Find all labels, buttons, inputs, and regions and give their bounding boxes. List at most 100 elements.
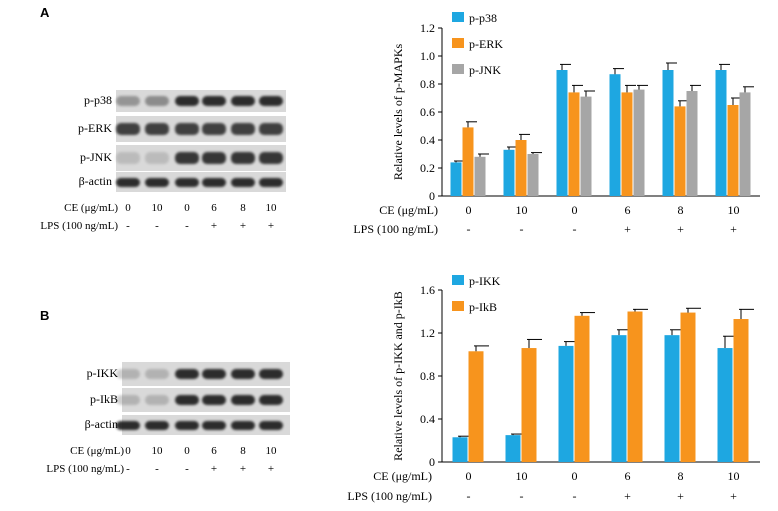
lps-label: LPS (100 ng/mL)	[46, 463, 124, 475]
blot-band	[202, 123, 226, 135]
lps-value: -	[520, 222, 524, 236]
lps-value: -	[573, 489, 577, 503]
ce-value: 0	[184, 445, 190, 457]
ce-value: 10	[151, 445, 163, 457]
y-tick-label: 0.4	[420, 133, 435, 147]
legend-label: p-IKK	[469, 274, 501, 288]
lps-value: +	[239, 220, 247, 232]
y-tick-label: 0.8	[420, 77, 435, 91]
y-tick-label: 0	[429, 189, 435, 203]
blot-band	[175, 177, 199, 187]
x-tick-label: 10	[728, 469, 740, 483]
blot-band	[231, 420, 255, 430]
blot-band	[259, 177, 283, 187]
blot-band	[202, 420, 226, 430]
lps-value: -	[185, 463, 189, 475]
bar-p-JNK	[633, 89, 645, 196]
blot-band	[202, 177, 226, 187]
blot-band	[259, 368, 283, 380]
lps-value: +	[730, 222, 737, 236]
bar-p-IkB	[468, 351, 484, 462]
lps-value: +	[267, 220, 275, 232]
x-tick-label: 8	[678, 469, 684, 483]
lps-value: +	[267, 463, 275, 475]
lps-value: -	[155, 463, 159, 475]
blot-band	[116, 152, 140, 164]
blot-band	[202, 96, 226, 106]
bar-p-IkB	[521, 348, 537, 462]
bar-p-IkB	[680, 312, 696, 462]
blot-band	[202, 368, 226, 380]
blot-band	[175, 420, 199, 430]
y-tick-label: 0	[429, 455, 435, 469]
x-tick-label: 10	[728, 203, 740, 217]
lps-value: +	[239, 463, 247, 475]
x-tick-label: 0	[572, 469, 578, 483]
blot-label: p-IKK	[86, 366, 118, 380]
ce-value: 0	[125, 202, 131, 214]
chart-p-mapks: 0 0.2 0.4 0.6 0.8 1.0 1.2 Relative levels of p-…	[353, 11, 760, 236]
legend-label: p-JNK	[469, 63, 501, 77]
bar-p-ERK	[674, 106, 686, 196]
lps-value: +	[677, 222, 684, 236]
bar-p-IKK	[505, 435, 521, 462]
blot-band	[116, 420, 140, 430]
lps-value: -	[467, 222, 471, 236]
blot-band	[175, 96, 199, 106]
bar-p-p38	[662, 70, 674, 196]
blot-band	[259, 394, 283, 406]
ce-value: 6	[211, 445, 217, 457]
lps-value: -	[126, 463, 130, 475]
legend-label: p-p38	[469, 11, 497, 25]
bar-p-p38	[609, 74, 621, 196]
y-tick-label: 0.6	[420, 105, 435, 119]
blot-band	[231, 152, 255, 164]
blot-strip	[116, 90, 286, 112]
blot-band	[116, 394, 140, 406]
chart-p-ikk-p-ikb: 0 0.4 0.8 1.2 1.6 Relative levels of p-IKK an…	[347, 274, 760, 503]
blot-band	[145, 368, 169, 380]
legend-swatch	[452, 38, 464, 48]
bar-p-JNK	[474, 156, 486, 196]
bar-p-IKK	[558, 345, 574, 462]
y-tick-label: 0.4	[420, 412, 435, 426]
blot-band	[202, 394, 226, 406]
blot-band	[231, 368, 255, 380]
blot-strip	[116, 145, 286, 171]
blot-band	[231, 123, 255, 135]
bar-p-IKK	[664, 335, 680, 462]
ce-label: CE (μg/mL)	[70, 445, 124, 457]
blot-label: p-ERK	[78, 121, 112, 135]
lps-value: +	[624, 222, 631, 236]
ce-value: 0	[125, 445, 131, 457]
blot-band	[202, 152, 226, 164]
blot-band	[145, 394, 169, 406]
lps-value: +	[210, 463, 218, 475]
blot-band	[116, 123, 140, 135]
blot-strip	[116, 116, 286, 142]
ce-value: 8	[240, 202, 246, 214]
blot-label: β-actin	[78, 174, 112, 188]
lps-value: -	[573, 222, 577, 236]
y-tick-label: 0.8	[420, 369, 435, 383]
bar-p-p38	[503, 149, 515, 196]
legend-swatch	[452, 12, 464, 22]
lps-value: +	[210, 220, 218, 232]
blot-band	[145, 123, 169, 135]
y-axis-label: Relative levels of p-IKK and p-IkB	[391, 291, 405, 461]
blot-label: p-IkB	[90, 392, 118, 406]
blot-band	[145, 96, 169, 106]
x-tick-label: 10	[516, 203, 528, 217]
y-tick-label: 1.2	[420, 21, 435, 35]
blot-band	[231, 177, 255, 187]
ce-value: 6	[211, 202, 217, 214]
bar-p-ERK	[727, 105, 739, 196]
lps-value: -	[467, 489, 471, 503]
blot-band	[259, 123, 283, 135]
western-blot-panel-b: p-IKK p-IkB β-actin CE (μg/mL) 0 10 0 6 8 10 LPS (…	[0, 0, 300, 511]
y-axis-label: Relative levels of p-MAPKs	[391, 44, 405, 181]
legend-swatch	[452, 64, 464, 74]
lps-value: -	[185, 220, 189, 232]
bar-p-p38	[715, 70, 727, 196]
lps-value: +	[677, 489, 684, 503]
